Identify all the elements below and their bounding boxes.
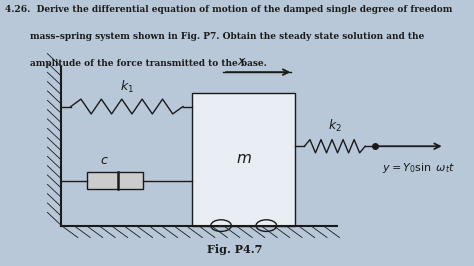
Text: $y = Y_0 \sin\ \omega_t t$: $y = Y_0 \sin\ \omega_t t$ <box>382 161 455 175</box>
Bar <box>87 172 143 189</box>
Text: $k_1$: $k_1$ <box>120 78 134 95</box>
Bar <box>192 93 295 226</box>
Text: mass–spring system shown in Fig. P7. Obtain the steady state solution and the: mass–spring system shown in Fig. P7. Obt… <box>5 32 424 41</box>
Text: $c$: $c$ <box>100 154 109 167</box>
Text: Fig. P4.7: Fig. P4.7 <box>207 244 262 255</box>
Text: 4.26.  Derive the differential equation of motion of the damped single degree of: 4.26. Derive the differential equation o… <box>5 5 452 14</box>
Text: amplitude of the force transmitted to the base.: amplitude of the force transmitted to th… <box>5 59 266 68</box>
Text: $x$: $x$ <box>237 55 247 68</box>
Text: $m$: $m$ <box>236 152 252 167</box>
Text: $k_2$: $k_2$ <box>328 118 342 134</box>
